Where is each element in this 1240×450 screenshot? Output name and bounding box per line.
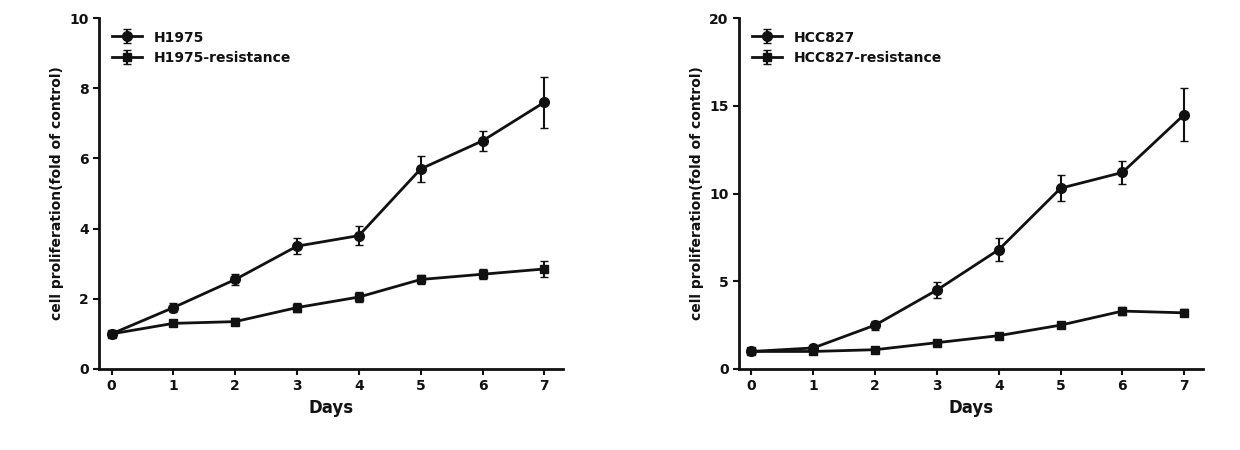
Y-axis label: cell proliferation(fold of control): cell proliferation(fold of control) [50,67,63,320]
Legend: HCC827, HCC827-resistance: HCC827, HCC827-resistance [746,25,947,71]
Y-axis label: cell proliferation(fold of control): cell proliferation(fold of control) [689,67,703,320]
Legend: H1975, H1975-resistance: H1975, H1975-resistance [107,25,296,71]
X-axis label: Days: Days [309,399,353,417]
X-axis label: Days: Days [949,399,993,417]
